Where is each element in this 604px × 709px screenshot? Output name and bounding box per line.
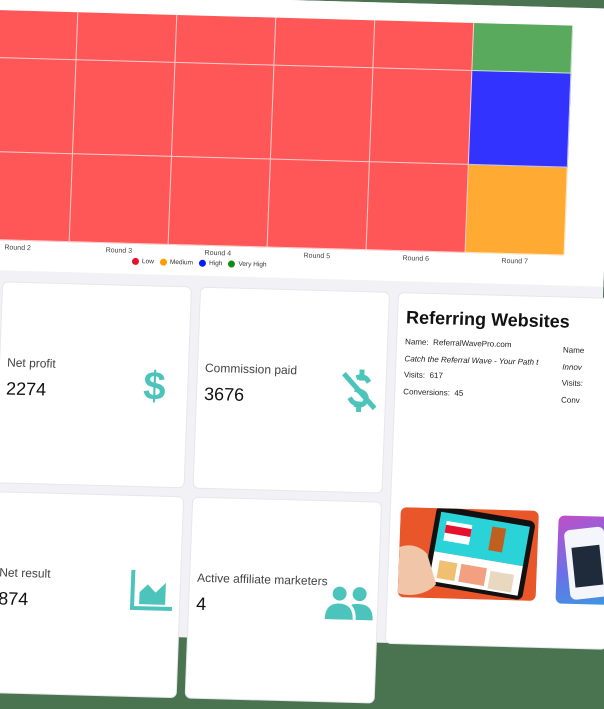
site-thumbnail-image[interactable] (555, 515, 604, 606)
visits-label: Visits: (403, 370, 426, 380)
heatmap-cell[interactable] (369, 68, 473, 165)
legend-item-very-high[interactable]: Very High (228, 260, 267, 269)
card-net-result: Net result 874 (0, 492, 184, 698)
heatmap-grid (0, 9, 576, 256)
legend-label: High (208, 259, 223, 268)
legend-dot-icon (131, 257, 140, 266)
heatmap-cell[interactable] (175, 14, 277, 66)
heatmap-cell[interactable] (0, 9, 79, 61)
x-label: Round 6 (402, 255, 430, 263)
legend-label: Low (141, 258, 155, 266)
tablet-shop-image (397, 507, 539, 601)
site-visits-row: Visits: 617 (404, 370, 443, 380)
x-label: Round 7 (501, 257, 529, 266)
site-conversions-row: Conversions: 45 (403, 387, 463, 398)
x-label: Round 5 (303, 252, 331, 261)
referring-websites-panel: Referring Websites Name: ReferralWavePro… (385, 293, 604, 649)
panel-title: Referring Websites (405, 307, 571, 332)
site-name-label: Name: (404, 337, 429, 347)
card-value: 874 (0, 588, 29, 610)
site-thumbnail-image[interactable] (397, 507, 539, 601)
heatmap-panel: Round 2 Round 3 Round 4 Round 5 Round 6 … (0, 0, 604, 287)
site-tagline: Innov (562, 362, 583, 373)
heatmap-cell[interactable] (171, 62, 275, 160)
heatmap-cell[interactable] (0, 151, 73, 243)
phone-app-image (564, 526, 604, 600)
legend-label: Very High (238, 260, 267, 269)
visits-value: 617 (429, 370, 444, 381)
legend-item-low[interactable]: Low (131, 257, 155, 266)
site-tagline: Catch the Referral Wave - Your Path t (404, 354, 539, 367)
heatmap-cell[interactable] (267, 159, 370, 251)
conversions-label: Conv (560, 395, 580, 405)
legend-label: Medium (169, 258, 194, 267)
heatmap-cell[interactable] (366, 162, 469, 253)
x-label: Round 2 (4, 244, 31, 253)
heatmap-cell[interactable] (0, 57, 77, 155)
heatmap-cell[interactable] (468, 70, 572, 168)
heatmap-cell[interactable] (270, 65, 374, 163)
dollar-icon: $ (142, 364, 167, 409)
visits-label: Visits: (561, 378, 584, 389)
legend-dot-icon (228, 260, 236, 268)
card-value: 2274 (5, 378, 47, 400)
site-name-row: Name: ReferralWavePro.com (405, 337, 512, 349)
heatmap-cell[interactable] (168, 156, 271, 248)
referring-site-card[interactable]: Name Innov Visits: Conv (399, 293, 604, 606)
card-value: 4 (195, 593, 207, 614)
card-value: 3676 (203, 383, 245, 405)
conversions-value: 45 (454, 388, 464, 398)
conversions-label: Conversions: (403, 387, 451, 398)
heatmap-cell[interactable] (274, 17, 376, 69)
legend-item-high[interactable]: High (198, 259, 223, 268)
site-name-label: Name (562, 345, 585, 356)
card-label: Commission paid (204, 360, 298, 378)
legend-dot-icon (198, 259, 207, 267)
area-chart-icon (129, 569, 173, 612)
card-label: Active affiliate marketers (196, 570, 328, 589)
card-label: Net profit (6, 355, 57, 371)
heatmap-cell[interactable] (76, 12, 178, 63)
heatmap-cell[interactable] (472, 22, 574, 74)
referring-site-card[interactable]: Name: ReferralWavePro.com Catch the Refe… (397, 293, 604, 601)
card-label: Net result (0, 565, 51, 581)
heatmap-cell[interactable] (72, 60, 176, 157)
legend-dot-icon (159, 258, 168, 266)
site-name: ReferralWavePro.com (432, 338, 512, 350)
heatmap-cell[interactable] (465, 164, 568, 256)
legend-item-medium[interactable]: Medium (159, 258, 194, 267)
heatmap-cell[interactable] (69, 154, 172, 245)
card-commission-paid: Commission paid 3676 (193, 287, 389, 493)
dollar-off-icon (342, 369, 377, 413)
users-icon (324, 586, 373, 621)
heatmap-cell[interactable] (373, 20, 475, 71)
card-net-profit: Net profit 2274 $ (0, 282, 192, 488)
card-active-affiliates: Active affiliate marketers 4 (185, 497, 382, 703)
